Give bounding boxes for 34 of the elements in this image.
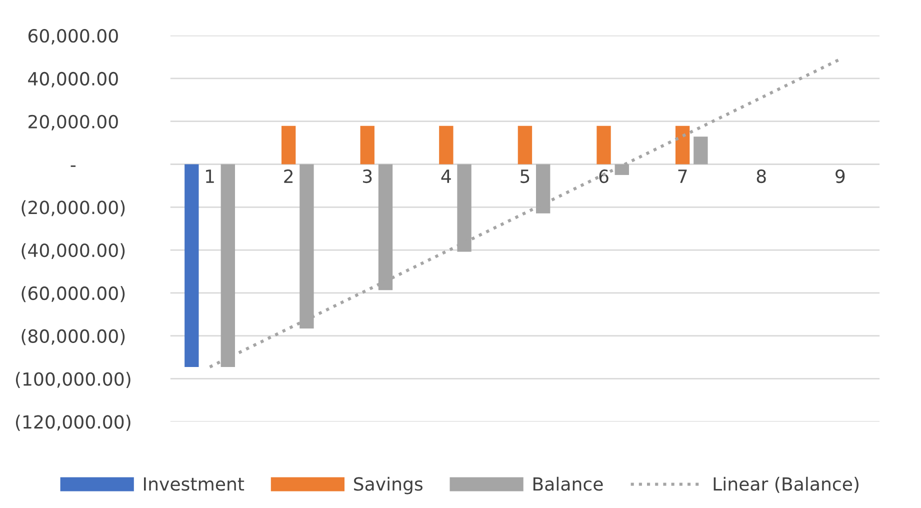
bar [439,126,454,164]
y-tick-label: (120,000.00) [16,414,130,431]
bar [378,164,393,290]
legend-label: Savings [354,476,422,494]
bar [596,126,611,164]
legend-label: Balance [533,476,603,491]
legend-label: Investment [144,477,244,491]
bar [675,126,690,164]
bar [536,164,550,214]
x-tick-label: 3 [363,169,372,184]
x-tick-label: 4 [441,170,451,183]
y-tick-label: (100,000.00) [16,372,130,388]
x-tick-label: 7 [678,170,687,183]
y-tick-label: 40,000.00 [28,72,118,88]
y-tick-label: - [70,165,76,167]
y-tick-label: (20,000.00) [22,200,125,216]
y-tick-label: 60,000.00 [28,29,118,45]
y-tick-label: (80,000.00) [22,329,125,346]
x-tick-label: 9 [836,169,845,184]
legend-label: Linear (Balance) [714,476,858,493]
bar [281,126,296,164]
x-tick-label: 8 [756,169,766,184]
y-tick-label: (40,000.00) [22,243,125,260]
bar [518,126,532,164]
bar [360,126,374,164]
y-tick-label: 20,000.00 [28,114,118,130]
bar [457,164,472,252]
bar [184,164,199,367]
bar [694,136,708,164]
bar [300,164,314,329]
x-tick-label: 5 [520,170,530,184]
x-tick-label: 1 [206,170,214,183]
y-tick-label: (60,000.00) [22,286,125,302]
x-tick-label: 2 [284,169,293,183]
